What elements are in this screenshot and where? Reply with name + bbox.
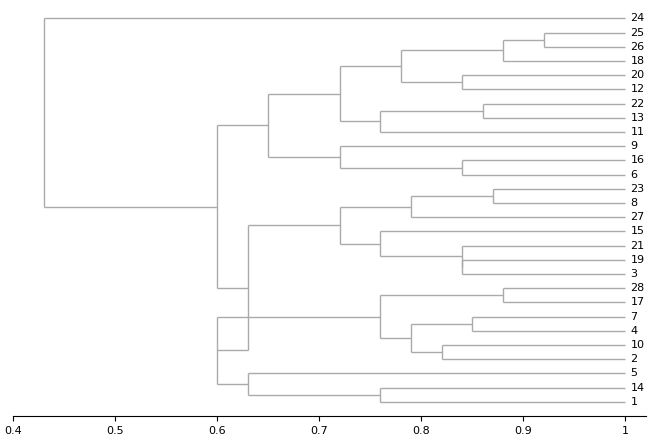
Text: 25: 25	[630, 28, 645, 37]
Text: 19: 19	[630, 255, 645, 265]
Text: 1: 1	[630, 397, 638, 407]
Text: 28: 28	[630, 283, 645, 293]
Text: 17: 17	[630, 297, 645, 308]
Text: 22: 22	[630, 99, 645, 109]
Text: 11: 11	[630, 127, 644, 137]
Text: 20: 20	[630, 70, 645, 80]
Text: 15: 15	[630, 227, 644, 236]
Text: 16: 16	[630, 155, 644, 165]
Text: 6: 6	[630, 170, 638, 180]
Text: 7: 7	[630, 312, 638, 322]
Text: 9: 9	[630, 141, 638, 151]
Text: 10: 10	[630, 340, 644, 350]
Text: 27: 27	[630, 212, 645, 222]
Text: 3: 3	[630, 269, 638, 279]
Text: 21: 21	[630, 241, 645, 251]
Text: 14: 14	[630, 383, 645, 393]
Text: 23: 23	[630, 184, 645, 194]
Text: 26: 26	[630, 42, 645, 52]
Text: 18: 18	[630, 56, 645, 66]
Text: 2: 2	[630, 354, 638, 364]
Text: 4: 4	[630, 326, 638, 336]
Text: 8: 8	[630, 198, 638, 208]
Text: 24: 24	[630, 13, 645, 23]
Text: 12: 12	[630, 84, 645, 95]
Text: 5: 5	[630, 368, 638, 378]
Text: 13: 13	[630, 113, 644, 123]
